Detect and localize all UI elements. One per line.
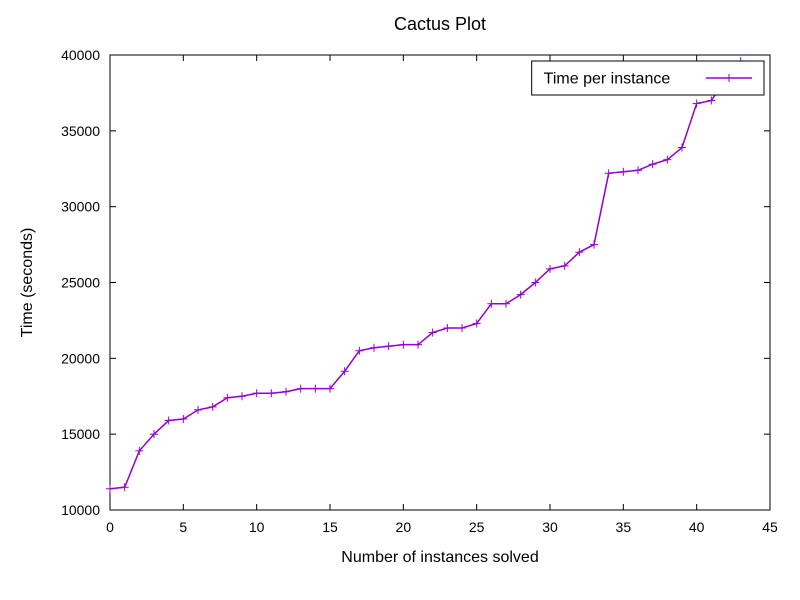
svg-text:5: 5 xyxy=(179,519,187,535)
y-axis-label: Time (seconds) xyxy=(19,228,36,338)
svg-text:10: 10 xyxy=(249,519,265,535)
svg-text:0: 0 xyxy=(106,519,114,535)
svg-text:20: 20 xyxy=(396,519,412,535)
svg-text:30: 30 xyxy=(542,519,558,535)
svg-text:45: 45 xyxy=(762,519,778,535)
chart-svg: Cactus Plot 0 5 10 15 20 25 30 35 40 45 10000 15000 2… xyxy=(0,0,800,600)
svg-text:35: 35 xyxy=(616,519,632,535)
svg-text:25: 25 xyxy=(469,519,485,535)
svg-text:10000: 10000 xyxy=(61,502,100,518)
legend: Time per instance xyxy=(532,61,764,95)
svg-text:40: 40 xyxy=(689,519,705,535)
svg-text:25000: 25000 xyxy=(61,275,100,291)
svg-text:35000: 35000 xyxy=(61,123,100,139)
svg-text:15: 15 xyxy=(322,519,338,535)
svg-text:20000: 20000 xyxy=(61,350,100,366)
legend-label: Time per instance xyxy=(544,71,671,88)
svg-text:15000: 15000 xyxy=(61,426,100,442)
x-axis-label: Number of instances solved xyxy=(341,549,538,566)
cactus-plot-chart: Cactus Plot 0 5 10 15 20 25 30 35 40 45 10000 15000 2… xyxy=(0,0,800,600)
chart-title: Cactus Plot xyxy=(394,14,486,34)
svg-text:40000: 40000 xyxy=(61,47,100,63)
svg-text:30000: 30000 xyxy=(61,199,100,215)
